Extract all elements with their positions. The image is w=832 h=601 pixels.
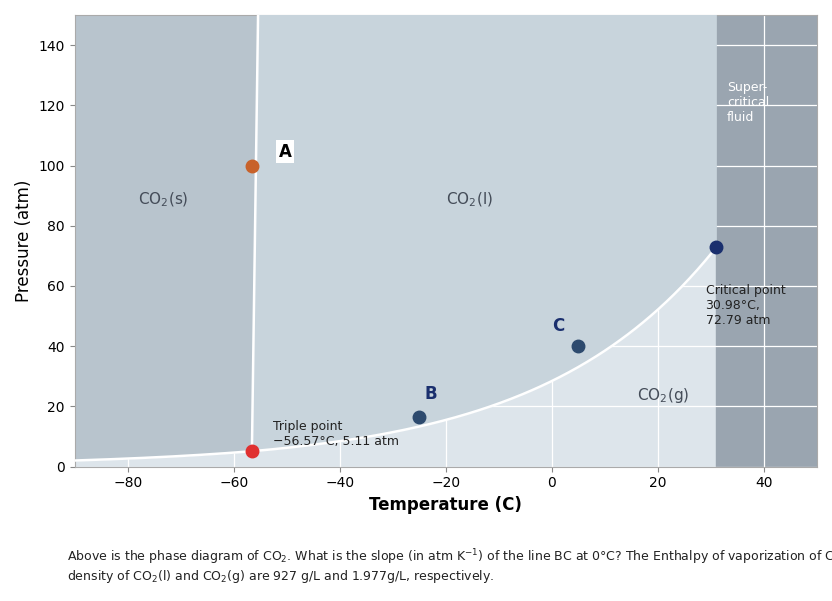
Text: Critical point
30.98°C,
72.79 atm: Critical point 30.98°C, 72.79 atm bbox=[706, 284, 785, 326]
Text: B: B bbox=[424, 385, 438, 403]
Text: CO$_2$(g): CO$_2$(g) bbox=[636, 386, 689, 405]
Text: Triple point
−56.57°C, 5.11 atm: Triple point −56.57°C, 5.11 atm bbox=[273, 420, 399, 448]
Polygon shape bbox=[716, 15, 817, 466]
Text: A: A bbox=[279, 142, 292, 160]
X-axis label: Temperature (C): Temperature (C) bbox=[369, 496, 522, 514]
Polygon shape bbox=[75, 15, 258, 460]
Y-axis label: Pressure (atm): Pressure (atm) bbox=[15, 180, 33, 302]
Text: CO$_2$(l): CO$_2$(l) bbox=[446, 191, 493, 209]
Text: Above is the phase diagram of CO$_2$. What is the slope (in atm K$^{-1}$) of the: Above is the phase diagram of CO$_2$. Wh… bbox=[67, 547, 832, 567]
Text: Super-
critical
fluid: Super- critical fluid bbox=[726, 81, 769, 124]
Text: density of CO$_2$(l) and CO$_2$(g) are 927 g/L and 1.977g/L, respectively.: density of CO$_2$(l) and CO$_2$(g) are 9… bbox=[67, 568, 494, 585]
Text: C: C bbox=[552, 317, 564, 335]
Polygon shape bbox=[252, 15, 716, 451]
Text: CO$_2$(s): CO$_2$(s) bbox=[138, 191, 189, 209]
